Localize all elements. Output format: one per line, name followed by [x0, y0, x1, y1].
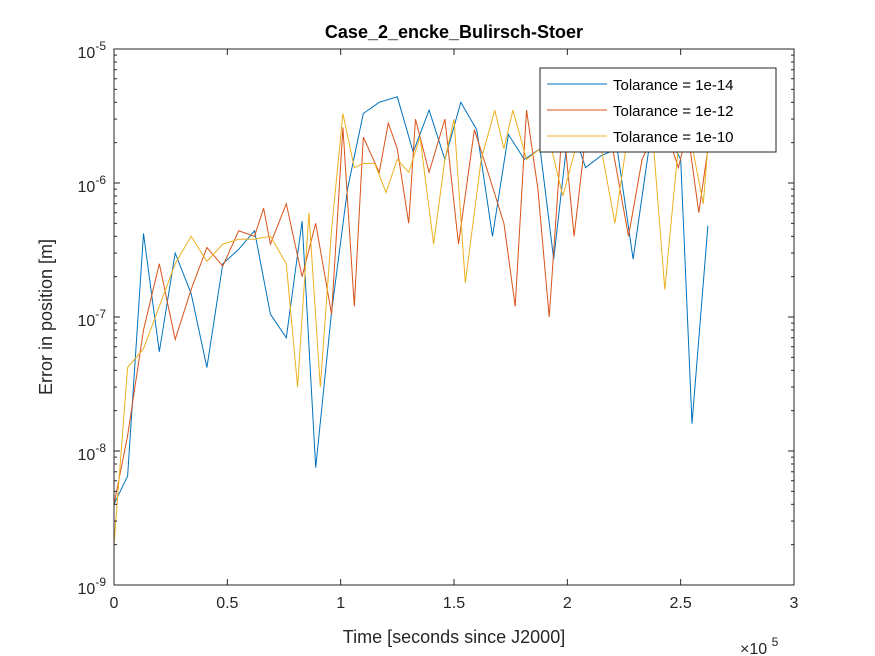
- ticks-layer: 0 0.5 1 1.5 2 2.5 3 10-9 10-8 10-7 10-6 10-5: [78, 39, 799, 612]
- x-tick-label: 0.5: [216, 595, 238, 612]
- series-line-2: [113, 110, 709, 505]
- y-tick-label: 10-6: [78, 173, 107, 196]
- x-tick-label: 1: [336, 595, 345, 612]
- x-tick-label: 0: [110, 595, 119, 612]
- legend-label-2: Tolarance = 1e-12: [613, 103, 734, 120]
- x-tick-label: 3: [790, 595, 799, 612]
- y-tick-label: 10-8: [78, 441, 107, 464]
- y-axis-label: Error in position [m]: [36, 239, 56, 395]
- legend: Tolarance = 1e-14 Tolarance = 1e-12 Tolara…: [539, 67, 777, 153]
- y-tick-label: 10-9: [78, 575, 107, 598]
- legend-label-3: Tolarance = 1e-10: [613, 129, 734, 146]
- x-tick-label: 2: [563, 595, 572, 612]
- x-axis-label: Time [seconds since J2000]: [343, 627, 565, 647]
- y-tick-label: 10-5: [78, 39, 107, 62]
- chart-title: Case_2_encke_Bulirsch-Stoer: [325, 22, 583, 42]
- x-tick-label: 2.5: [670, 595, 692, 612]
- y-tick-label: 10-7: [78, 307, 107, 330]
- series-line-3: [113, 109, 709, 545]
- legend-label-1: Tolarance = 1e-14: [613, 77, 734, 94]
- x-axis-multiplier-base: ×10: [740, 641, 767, 656]
- x-axis-multiplier: ×10 5: [740, 635, 779, 656]
- x-tick-label: 1.5: [443, 595, 465, 612]
- x-axis-multiplier-exponent: 5: [772, 635, 779, 649]
- legend-entries: Tolarance = 1e-14 Tolarance = 1e-12 Tolara…: [547, 77, 734, 146]
